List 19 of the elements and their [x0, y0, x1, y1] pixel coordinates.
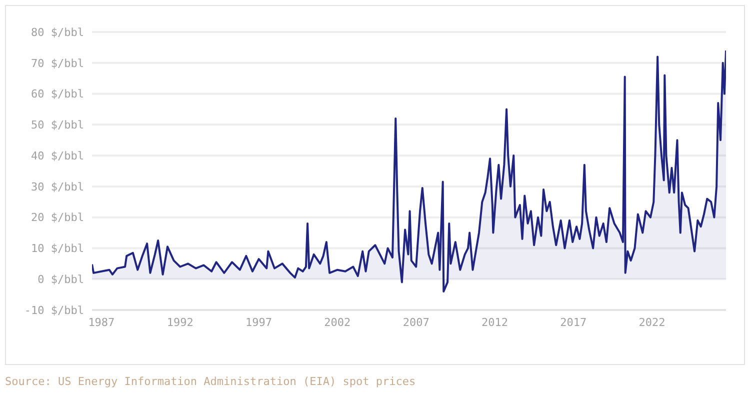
y-tick-label: -10 $/bbl — [24, 304, 84, 317]
source-note: Source: US Energy Information Administration (EIA) spot prices — [5, 375, 417, 388]
x-tick-label: 2017 — [560, 316, 587, 329]
x-tick-label: 1997 — [246, 316, 272, 329]
x-tick-label: 1987 — [88, 316, 115, 329]
x-tick-label: 2002 — [324, 316, 351, 329]
y-tick-label: 60 $/bbl — [31, 88, 84, 101]
y-tick-label: 80 $/bbl — [31, 26, 84, 39]
y-tick-label: 20 $/bbl — [31, 211, 84, 224]
y-tick-label: 40 $/bbl — [31, 149, 84, 162]
x-tick-label: 2012 — [481, 316, 508, 329]
y-tick-label: 10 $/bbl — [31, 242, 84, 256]
y-tick-label: 70 $/bbl — [31, 56, 84, 70]
x-tick-label: 2022 — [638, 316, 666, 329]
y-tick-label: 30 $/bbl — [31, 180, 84, 194]
x-tick-label: 1992 — [166, 316, 194, 329]
x-tick-label: 2007 — [402, 316, 430, 329]
y-tick-label: 0 $/bbl — [38, 273, 84, 286]
y-tick-label: 50 $/bbl — [31, 118, 84, 132]
